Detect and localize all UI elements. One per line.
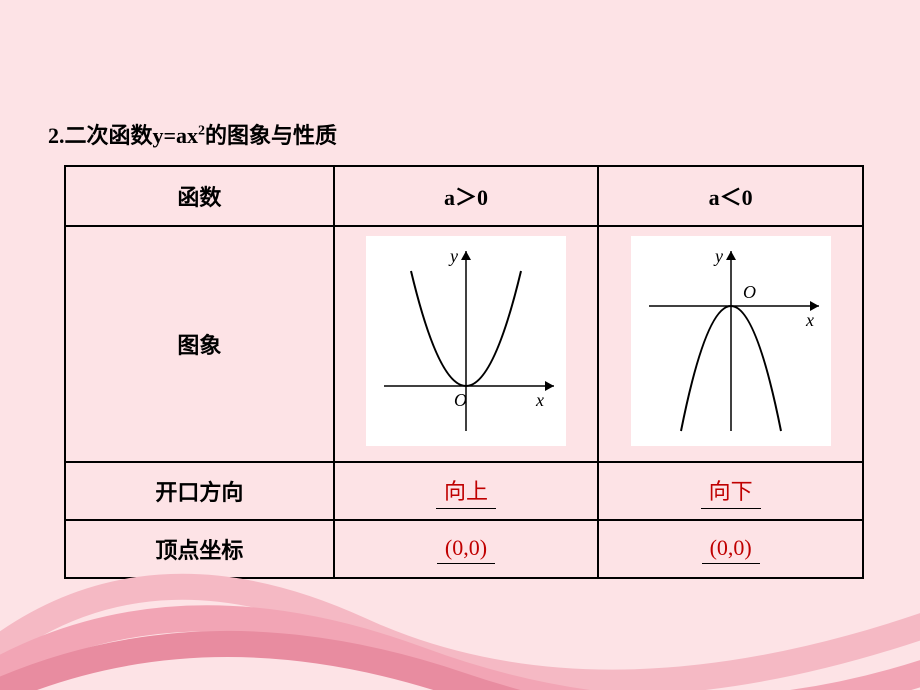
graph-positive-cell: x y O — [334, 226, 599, 462]
table-direction-row: 开口方向 向上 向下 — [65, 462, 863, 520]
direction-negative-cell: 向下 — [598, 462, 863, 520]
header-a-negative: a＜0 — [598, 166, 863, 226]
table-header-row: 函数 a＞0 a＜0 — [65, 166, 863, 226]
title-prefix: 2.二次函数y=ax — [48, 123, 198, 148]
svg-text:O: O — [454, 390, 467, 410]
direction-positive: 向上 — [436, 474, 496, 509]
svg-text:y: y — [713, 246, 723, 266]
direction-positive-cell: 向上 — [334, 462, 599, 520]
table-image-row: 图象 xyO xyO — [65, 226, 863, 462]
title-suffix: 的图象与性质 — [205, 123, 337, 148]
svg-text:O: O — [743, 282, 756, 302]
section-title: 2.二次函数y=ax2的图象与性质 — [48, 118, 337, 150]
vertex-positive: (0,0) — [437, 535, 495, 564]
table-vertex-row: 顶点坐标 (0,0) (0,0) — [65, 520, 863, 578]
row-vertex-label: 顶点坐标 — [65, 520, 334, 578]
graph-negative-cell: x yO — [598, 226, 863, 462]
direction-negative: 向下 — [701, 474, 761, 509]
vertex-negative: (0,0) — [702, 535, 760, 564]
row-direction-label: 开口方向 — [65, 462, 334, 520]
graph-positive: x y O — [366, 236, 566, 446]
title-sup: 2 — [198, 124, 205, 139]
svg-text:y: y — [448, 246, 458, 266]
svg-text:x: x — [535, 390, 544, 410]
row-image-label: 图象 — [65, 226, 334, 462]
header-a-positive: a＞0 — [334, 166, 599, 226]
graph-negative: x yO — [631, 236, 831, 446]
header-function: 函数 — [65, 166, 334, 226]
properties-table: 函数 a＞0 a＜0 图象 xyO xyO 开口方向 向上 向下 顶点坐标 (0… — [64, 165, 864, 579]
vertex-negative-cell: (0,0) — [598, 520, 863, 578]
vertex-positive-cell: (0,0) — [334, 520, 599, 578]
svg-text:x: x — [805, 310, 814, 330]
